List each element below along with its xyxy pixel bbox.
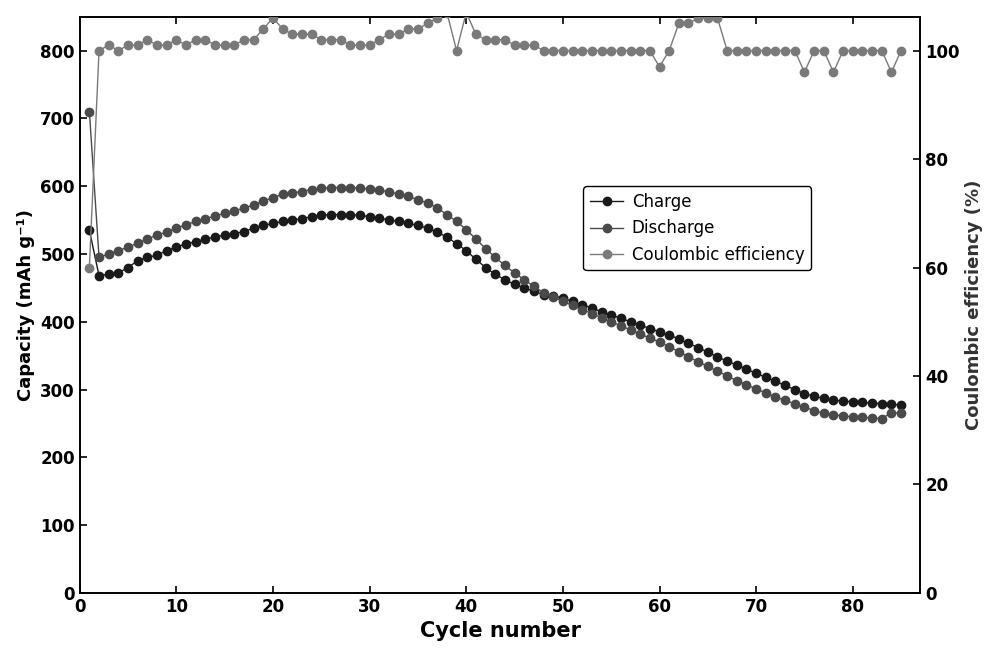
Line: Charge: Charge <box>85 211 905 409</box>
Discharge <box>895 409 907 417</box>
Line: Coulombic efficiency: Coulombic efficiency <box>85 9 905 272</box>
Discharge <box>364 185 376 193</box>
Discharge <box>847 413 859 420</box>
Coulombic efficiency <box>325 36 337 43</box>
Coulombic efficiency <box>856 47 868 55</box>
Charge <box>325 211 337 218</box>
Coulombic efficiency <box>335 36 347 43</box>
Discharge <box>876 415 888 422</box>
Charge <box>856 399 868 407</box>
Charge <box>373 214 385 222</box>
Legend: Charge, Discharge, Coulombic efficiency: Charge, Discharge, Coulombic efficiency <box>583 186 811 270</box>
Discharge <box>489 253 501 261</box>
Coulombic efficiency <box>499 36 511 43</box>
Discharge <box>325 184 337 191</box>
Coulombic efficiency <box>895 47 907 55</box>
Discharge <box>83 108 95 116</box>
Charge <box>219 231 231 239</box>
Charge <box>83 226 95 234</box>
Coulombic efficiency <box>83 264 95 272</box>
X-axis label: Cycle number: Cycle number <box>420 621 581 642</box>
Charge <box>344 211 356 218</box>
Discharge <box>219 209 231 217</box>
Discharge <box>335 184 347 191</box>
Y-axis label: Capacity (mAh g⁻¹): Capacity (mAh g⁻¹) <box>17 209 35 401</box>
Charge <box>499 276 511 284</box>
Charge <box>895 401 907 409</box>
Y-axis label: Coulombic efficiency (%): Coulombic efficiency (%) <box>965 180 983 430</box>
Charge <box>335 211 347 218</box>
Coulombic efficiency <box>219 41 231 49</box>
Coulombic efficiency <box>441 9 453 16</box>
Coulombic efficiency <box>364 41 376 49</box>
Line: Discharge: Discharge <box>85 107 905 423</box>
